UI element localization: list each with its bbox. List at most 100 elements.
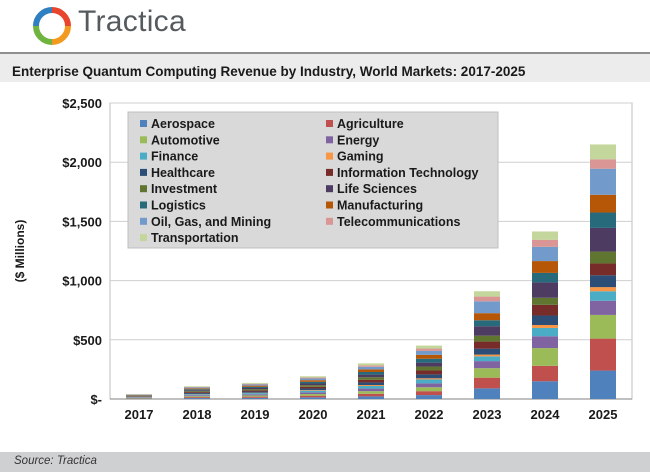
- x-tick-label: 2025: [589, 407, 618, 422]
- bar-segment: [532, 336, 558, 349]
- bar-segment: [590, 338, 616, 371]
- y-axis-label: ($ Millions): [13, 220, 27, 283]
- bar-segment: [416, 362, 442, 367]
- bar-segment: [416, 379, 442, 384]
- bar-segment: [300, 395, 326, 398]
- bar-segment: [358, 393, 384, 397]
- x-tick-label: 2019: [241, 407, 270, 422]
- bar-segment: [358, 365, 384, 367]
- bar-segment: [474, 291, 500, 297]
- bar-segment: [300, 394, 326, 396]
- legend-swatch: [140, 120, 147, 127]
- bar-segment: [474, 320, 500, 327]
- y-tick-label: $2,500: [62, 96, 102, 111]
- legend-label: Logistics: [151, 199, 206, 213]
- bar-segment: [358, 396, 384, 399]
- bar-segment: [184, 391, 210, 393]
- legend-label: Telecommunications: [337, 215, 460, 229]
- legend: [127, 111, 499, 249]
- x-tick-label: 2023: [473, 407, 502, 422]
- bar-segment: [184, 387, 210, 389]
- logo-text: Tractica: [78, 5, 186, 38]
- bar-segment: [242, 394, 268, 396]
- bar-segment: [590, 300, 616, 315]
- logo-arc-orange: [51, 25, 71, 45]
- bar-segment: [532, 348, 558, 366]
- legend-swatch: [326, 201, 333, 209]
- bar-segment: [416, 370, 442, 375]
- bar-segment: [474, 354, 500, 357]
- bar-segment: [416, 395, 442, 399]
- legend-label: Investment: [151, 182, 218, 196]
- bar-segment: [300, 397, 326, 399]
- bar-segment: [242, 390, 268, 392]
- bar-segment: [242, 386, 268, 388]
- bar-segment: [532, 315, 558, 325]
- bar-segment: [300, 377, 326, 379]
- bar-segment: [474, 377, 500, 389]
- bar-segment: [358, 363, 384, 366]
- bar-segment: [532, 365, 558, 382]
- legend-swatch: [326, 120, 333, 127]
- bar-segment: [358, 385, 384, 386]
- legend-swatch: [140, 136, 147, 144]
- bar-segment: [532, 272, 558, 283]
- y-tick-label: $500: [73, 333, 102, 348]
- bar-segment: [416, 354, 442, 359]
- header: Tractica: [0, 0, 650, 52]
- x-tick-label: 2022: [415, 407, 444, 422]
- legend-swatch: [140, 217, 147, 225]
- bar-segment: [300, 392, 326, 395]
- bar-segment: [242, 387, 268, 390]
- bar-segment: [474, 313, 500, 321]
- legend-label: Energy: [337, 133, 379, 147]
- legend-swatch: [140, 168, 147, 176]
- bar-segment: [184, 397, 210, 399]
- bar-segment: [358, 388, 384, 392]
- bar-segment: [532, 297, 558, 305]
- chart-title: Enterprise Quantum Computing Revenue by …: [12, 64, 526, 79]
- bar-segment: [358, 366, 384, 370]
- bar-segment: [358, 377, 384, 380]
- bar-segment: [416, 391, 442, 396]
- bar-segment: [300, 386, 326, 389]
- bar-segment: [358, 369, 384, 373]
- bar-segment: [532, 246, 558, 262]
- chart: $- $500 $1,000 $1,500 $2,000 $2,500 ($ Million…: [13, 96, 633, 422]
- bar-segment: [358, 385, 384, 389]
- bar-segment: [474, 301, 500, 314]
- bar-segment: [590, 194, 616, 213]
- bar-segment: [242, 389, 268, 391]
- legend-swatch: [140, 234, 147, 242]
- bar-segment: [532, 239, 558, 247]
- bar-segment: [532, 325, 558, 328]
- bar-segment: [532, 381, 558, 399]
- legend-label: Oil, Gas, and Mining: [151, 215, 271, 229]
- bar-segment: [474, 368, 500, 378]
- legend-label: Aerospace: [151, 117, 215, 131]
- bar-segment: [358, 382, 384, 386]
- bar-segment: [358, 372, 384, 375]
- bar-segment: [300, 376, 326, 378]
- bar-segment: [590, 212, 616, 228]
- legend-label: Finance: [151, 150, 198, 164]
- bar-segment: [184, 390, 210, 392]
- y-tick-label: $2,000: [62, 155, 102, 170]
- bar-segment: [300, 390, 326, 393]
- bar-segment: [532, 231, 558, 240]
- legend-swatch: [326, 168, 333, 176]
- bar-segment: [300, 390, 326, 391]
- bar-segment: [532, 304, 558, 316]
- logo-arc-green: [33, 25, 53, 45]
- x-tick-label: 2018: [183, 407, 212, 422]
- bar-segment: [300, 385, 326, 387]
- bar-segment: [474, 388, 500, 399]
- bar-segment: [590, 370, 616, 399]
- y-tick-label: $1,500: [62, 214, 102, 229]
- bar-segment: [590, 227, 616, 252]
- bar-segment: [474, 326, 500, 336]
- bar-segment: [242, 396, 268, 398]
- x-tick-label: 2021: [357, 407, 386, 422]
- bar-segment: [184, 388, 210, 390]
- x-tick-label: 2020: [299, 407, 328, 422]
